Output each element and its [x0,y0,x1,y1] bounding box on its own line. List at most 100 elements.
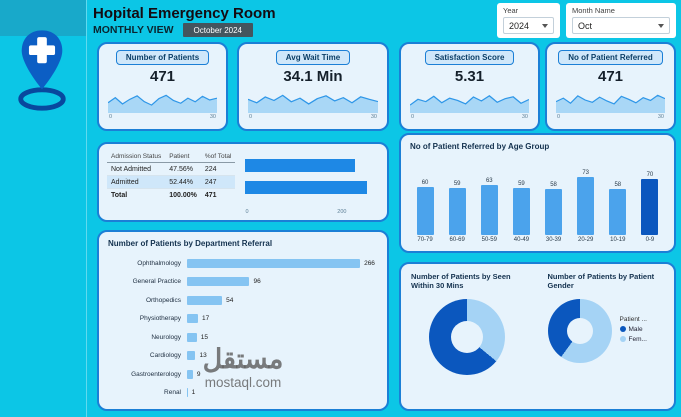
value-label: 96 [253,278,261,286]
table-cell: 100.00% [165,188,201,201]
donuts-card: Number of Patients by Seen Within 30 Min… [399,262,676,411]
category-label: Orthopedics [145,296,181,304]
value-label: 17 [202,315,210,323]
value-label: 54 [226,296,234,304]
page-title: Hopital Emergency Room [93,5,276,22]
value-label: 70 [646,172,654,178]
dept-bar[interactable] [187,332,197,342]
age-bar[interactable] [545,188,563,235]
kpi-sparkline [248,94,378,113]
year-slicer: Year 2024 [497,3,560,38]
donut-chart-seen-within-30[interactable] [429,298,505,375]
month-slicer-label: Month Name [572,6,615,15]
admission-bar-chart: 0 200 [235,144,387,220]
dept-row: Ophthalmology 266 [105,254,377,273]
chevron-down-icon[interactable] [658,23,664,28]
age-bar[interactable] [448,187,466,235]
kpi-card-number-of-patients: Number of Patients 471 0 30 [97,42,228,131]
value-label: 266 [364,259,375,267]
age-column: 59 40-49 [508,181,535,243]
donut-chart-gender[interactable] [547,298,612,363]
x-axis-start: 0 [249,114,253,120]
admission-table-head-row: Admission Status Patient %of Total [107,152,236,163]
category-label: 60-69 [449,237,465,243]
legend-dot [619,336,626,343]
department-referral-card: Number of Patients by Department Referra… [97,230,389,411]
category-label: 0-9 [645,237,655,243]
legend-item[interactable]: Fem... [619,335,647,343]
category-label: 50-59 [481,237,497,243]
kpi-title: Number of Patients [115,50,210,65]
page-subtitle: MONTHLY VIEW [93,24,174,36]
dept-bar[interactable] [187,351,196,361]
value-label: 13 [199,352,207,360]
age-bar[interactable] [641,179,659,235]
category-label: 70-79 [417,237,433,243]
axis-tick: 200 [337,209,347,215]
age-bar[interactable] [577,176,595,235]
year-slicer-label: Year [503,6,519,15]
dept-bar[interactable] [187,258,361,268]
age-bar[interactable] [512,187,530,235]
period-badge: October 2024 [182,23,253,37]
kpi-trend-chart[interactable]: 0 30 [106,86,219,120]
dept-bar[interactable] [187,314,199,324]
table-row[interactable]: Not Admitted 47.56% 224 [107,162,236,176]
dept-bar[interactable] [187,277,250,287]
age-bar[interactable] [480,184,498,235]
value-label: 60 [421,180,429,186]
axis-tick: 0 [245,209,249,215]
kpi-trend-chart[interactable]: 0 30 [554,86,667,120]
kpi-sparkline [410,95,529,113]
table-cell: 247 [200,175,236,189]
kpi-value: 471 [597,68,624,85]
dept-bar[interactable] [187,369,193,379]
gender-section: Number of Patients by Patient Gender Pat… [538,264,675,409]
table-row[interactable]: Total 100.00% 471 [107,188,236,201]
bar-track: 17 [187,314,377,324]
column-header: Patient [165,152,201,163]
table-row[interactable]: Admitted 52.44% 247 [107,175,236,189]
month-dropdown-value: Oct [578,20,593,31]
category-label: Physiotherapy [139,315,181,323]
category-label: Ophthalmology [137,259,181,267]
admission-table-body: Not Admitted 47.56% 224 Admitted 52.44% 247 To… [107,162,236,201]
chart-title: Number of Patients by Seen Within 30 Min… [411,272,511,291]
category-label: Renal [164,389,181,397]
x-axis-end: 30 [370,114,377,120]
chart-title: Number of Patients by Patient Gender [547,272,655,291]
age-bar[interactable] [609,188,627,235]
category-label: Cardiology [149,352,181,360]
kpi-trend-chart[interactable]: 0 30 [246,86,380,120]
legend-label: Male [628,325,643,333]
age-column: 58 30-39 [540,182,567,243]
dept-row: Cardiology 13 [105,347,377,366]
legend-label: Fem... [628,335,647,343]
kpi-sparkline [108,94,217,113]
kpi-trend-chart[interactable]: 0 30 [408,86,531,120]
category-label: Neurology [151,333,181,341]
admission-bar[interactable] [245,159,356,172]
dept-bar[interactable] [187,388,188,398]
admission-bar[interactable] [245,181,367,194]
table-cell: 52.44% [165,175,201,189]
hospital-location-pin-icon [18,30,66,111]
dept-bar[interactable] [187,295,223,305]
kpi-title: No of Patient Referred [558,50,663,65]
month-dropdown[interactable]: Oct [572,17,670,34]
legend-item[interactable]: Male [619,325,647,333]
admission-table: Admission Status Patient %of Total Not Adm… [107,152,236,201]
table-cell: 47.56% [165,162,201,176]
value-label: 15 [200,333,208,341]
kpi-value: 34.1 Min [283,68,343,85]
chevron-down-icon[interactable] [542,23,548,28]
table-cell: Not Admitted [107,162,166,176]
age-chart-plot: 60 70-79 59 60-69 63 50-59 59 40-49 58 30-39 73 20-… [401,153,674,243]
year-dropdown[interactable]: 2024 [503,17,554,34]
table-cell: 224 [200,162,236,176]
age-bar[interactable] [416,187,434,235]
value-label: 59 [453,180,461,187]
table-cell: Admitted [107,175,166,189]
dept-row: Orthopedics 54 [105,291,377,310]
bar-track: 266 [187,258,377,268]
